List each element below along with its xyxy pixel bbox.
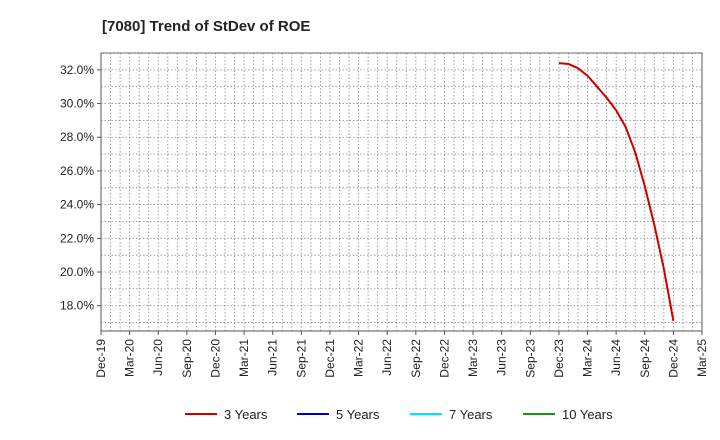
plot-area — [100, 52, 703, 332]
legend-label: 3 Years — [224, 407, 268, 422]
x-tick-label: Mar-21 — [237, 339, 251, 377]
x-tick-label: Jun-23 — [495, 339, 509, 376]
y-tick-label: 30.0% — [60, 97, 94, 111]
x-tick-label: Jun-20 — [151, 339, 165, 376]
x-tick-label: Dec-19 — [94, 339, 108, 378]
y-gridlines — [101, 52, 702, 323]
y-tick-label: 28.0% — [60, 130, 94, 144]
y-tick-label: 18.0% — [60, 299, 94, 313]
y-tick-label: 20.0% — [60, 265, 94, 279]
chart-title: [7080] Trend of StDev of ROE — [102, 18, 310, 35]
x-axis-ticks: Dec-19 Mar-20 Jun-20 Sep-20 Dec-20 Mar-21 Jun-… — [94, 331, 709, 378]
legend-label: 7 Years — [449, 407, 493, 422]
x-tick-label: Sep-21 — [294, 339, 308, 378]
series-line-3-years — [558, 62, 675, 322]
x-tick-label: Mar-20 — [123, 339, 137, 377]
legend: 3 Years 5 Years 7 Years 10 Years — [185, 407, 613, 422]
x-tick-label: Sep-24 — [638, 339, 652, 378]
x-tick-label: Jun-22 — [380, 339, 394, 376]
series-lines — [558, 62, 675, 322]
x-gridlines — [110, 53, 693, 331]
x-tick-label: Sep-23 — [523, 339, 537, 378]
x-tick-label: Dec-22 — [437, 339, 451, 378]
plot-border — [100, 52, 703, 332]
y-tick-label: 22.0% — [60, 231, 94, 245]
legend-label: 10 Years — [562, 407, 613, 422]
y-tick-label: 32.0% — [60, 63, 94, 77]
legend-label: 5 Years — [336, 407, 380, 422]
y-tick-label: 26.0% — [60, 164, 94, 178]
x-tick-label: Sep-20 — [180, 339, 194, 378]
y-axis-ticks: 18.0% 20.0% 22.0% 24.0% 26.0% 28.0% 30.0% 32.0% — [60, 63, 101, 313]
y-tick-label: 24.0% — [60, 198, 94, 212]
x-tick-label: Sep-22 — [409, 339, 423, 378]
x-tick-label: Jun-24 — [609, 339, 623, 376]
x-tick-label: Dec-23 — [552, 339, 566, 378]
x-tick-label: Dec-21 — [323, 339, 337, 378]
x-tick-label: Jun-21 — [266, 339, 280, 376]
x-tick-label: Dec-20 — [208, 339, 222, 378]
x-tick-label: Mar-22 — [352, 339, 366, 377]
x-tick-label: Mar-25 — [695, 339, 709, 377]
x-tick-label: Dec-24 — [666, 339, 680, 378]
x-tick-label: Mar-24 — [581, 339, 595, 377]
x-tick-label: Mar-23 — [466, 339, 480, 377]
